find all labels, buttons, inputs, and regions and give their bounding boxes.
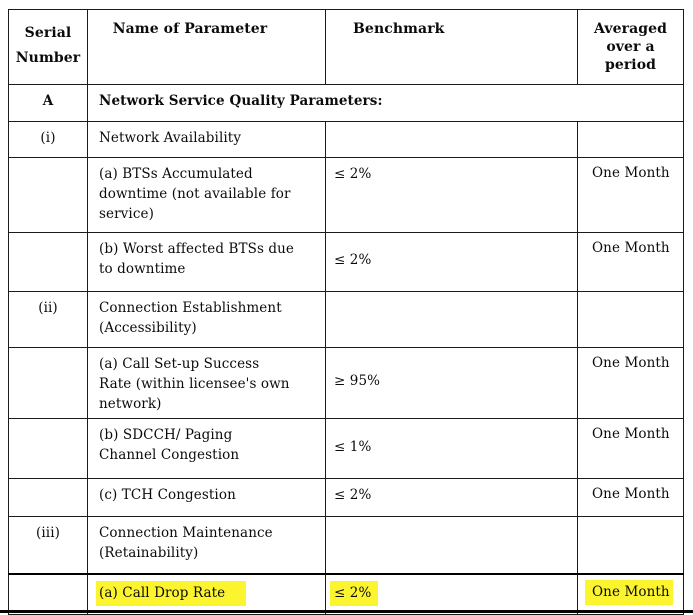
cell-benchmark: ≤ 2% xyxy=(325,157,578,233)
cell-period: One Month xyxy=(577,478,684,517)
table-row-tch-congestion: (c) TCH Congestion ≤ 2% One Month xyxy=(8,478,684,517)
cell-period xyxy=(577,121,684,158)
cell-serial xyxy=(8,478,88,517)
cell-benchmark: ≤ 1% xyxy=(325,418,578,479)
highlight-benchmark: ≤ 2% xyxy=(330,580,379,606)
cell-benchmark: ≤ 2% xyxy=(325,232,578,292)
cell-period: One Month xyxy=(577,572,684,611)
highlight-call-drop-rate: (a) Call Drop Rate xyxy=(96,580,247,606)
table-row-connection-establishment: (ii) Connection Establishment (Accessibi… xyxy=(8,291,684,348)
cell-benchmark: ≤ 2% xyxy=(325,572,578,611)
highlight-period: One Month xyxy=(585,579,673,605)
cell-serial: A xyxy=(8,84,88,122)
cell-parameter-name: (c) TCH Congestion xyxy=(87,478,326,517)
cell-period: One Month xyxy=(577,157,684,233)
table-row-btss-downtime: (a) BTSs Accumulated downtime (not avail… xyxy=(8,157,684,233)
table-row-section-a: A Network Service Quality Parameters: xyxy=(8,84,684,122)
cell-parameter-name: (a) Call Drop Rate xyxy=(87,572,326,611)
header-benchmark: Benchmark xyxy=(325,9,578,85)
header-name-of-parameter: Name of Parameter xyxy=(87,9,326,85)
qos-parameters-table: Serial Number Name of Parameter Benchmar… xyxy=(8,9,684,615)
cell-period: One Month xyxy=(577,232,684,292)
cell-period: One Month xyxy=(577,418,684,479)
cell-serial xyxy=(8,232,88,292)
table-row-worst-affected-btss: (b) Worst affected BTSs due to downtime … xyxy=(8,232,684,292)
cell-benchmark xyxy=(325,516,578,574)
cell-benchmark xyxy=(325,121,578,158)
cell-parameter-name: (a) BTSs Accumulated downtime (not avail… xyxy=(87,157,326,233)
page-bottom-rule xyxy=(0,610,693,613)
table-row-network-availability: (i) Network Availability xyxy=(8,121,684,158)
cell-section-title: Network Service Quality Parameters: xyxy=(87,84,684,122)
header-serial-number: Serial Number xyxy=(8,9,88,85)
cell-serial: (ii) xyxy=(8,291,88,348)
cell-parameter-name: Network Availability xyxy=(87,121,326,158)
table-row-call-setup-success: (a) Call Set-up Success Rate (within lic… xyxy=(8,347,684,419)
cell-benchmark xyxy=(325,291,578,348)
cell-parameter-name: Connection Maintenance (Retainability) xyxy=(87,516,326,574)
cell-period xyxy=(577,291,684,348)
cell-period xyxy=(577,516,684,574)
cell-parameter-name: (a) Call Set-up Success Rate (within lic… xyxy=(87,347,326,419)
cell-period: One Month xyxy=(577,347,684,419)
cell-parameter-name: (b) Worst affected BTSs due to downtime xyxy=(87,232,326,292)
header-averaged-period: Averaged over a period xyxy=(577,9,684,85)
cell-serial xyxy=(8,418,88,479)
cell-serial: (iii) xyxy=(8,516,88,574)
table-row-call-drop-rate-highlighted: (a) Call Drop Rate ≤ 2% One Month xyxy=(8,572,684,611)
cell-serial: (i) xyxy=(8,121,88,158)
table-row-sdcch-congestion: (b) SDCCH/ Paging Channel Congestion ≤ 1… xyxy=(8,418,684,479)
cell-parameter-name: Connection Establishment (Accessibility) xyxy=(87,291,326,348)
cell-serial xyxy=(8,157,88,233)
cell-parameter-name: (b) SDCCH/ Paging Channel Congestion xyxy=(87,418,326,479)
cell-serial xyxy=(8,572,88,611)
table-header-row: Serial Number Name of Parameter Benchmar… xyxy=(8,9,684,85)
cell-benchmark: ≥ 95% xyxy=(325,347,578,419)
cell-serial xyxy=(8,347,88,419)
table-row-connection-maintenance: (iii) Connection Maintenance (Retainabil… xyxy=(8,516,684,574)
cell-benchmark: ≤ 2% xyxy=(325,478,578,517)
